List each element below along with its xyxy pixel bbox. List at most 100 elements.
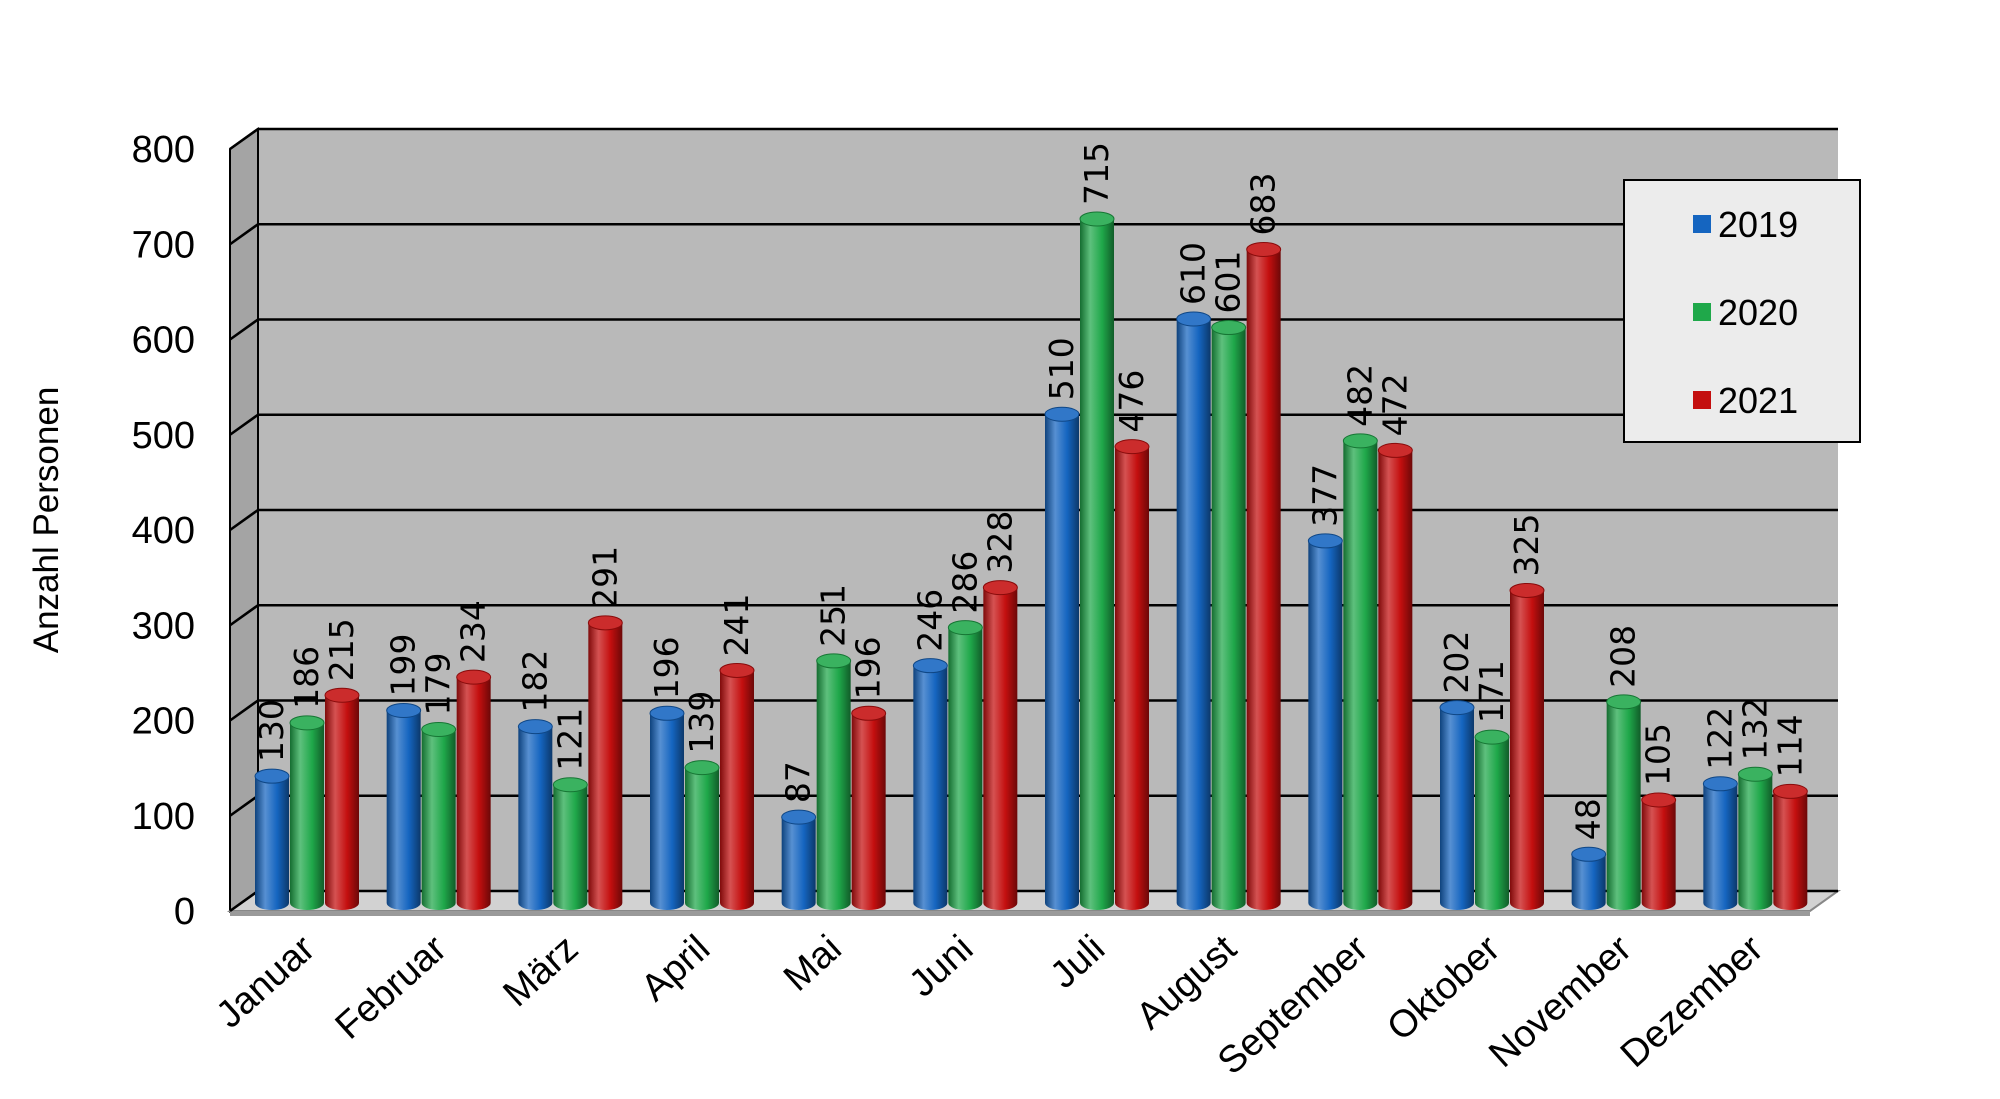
data-label: 482	[1340, 364, 1379, 427]
bar-2020-April	[684, 760, 720, 910]
bar-2019-November	[1571, 846, 1607, 910]
bar-top	[851, 705, 887, 721]
data-label: 196	[849, 636, 888, 699]
data-label: 476	[1112, 370, 1151, 433]
bar-2021-November	[1641, 792, 1677, 910]
bar-body	[325, 695, 359, 910]
bar-body	[1080, 218, 1114, 910]
x-tick-label: August	[1129, 927, 1245, 1038]
bar-top	[719, 662, 755, 678]
bars	[254, 211, 1808, 911]
data-label: 291	[585, 546, 624, 609]
y-axis-ticks: 0 100 200 300 400 500 600 700 800	[132, 129, 195, 933]
bar-2019-Februar	[386, 702, 422, 910]
bar-body	[1703, 783, 1738, 910]
bar-2020-Juni	[947, 620, 983, 910]
data-label: 87	[779, 761, 818, 803]
legend-swatch	[1693, 215, 1711, 233]
bar-body	[588, 622, 623, 910]
bar-top	[982, 580, 1018, 596]
bar-top	[1211, 320, 1247, 336]
bar-top	[1509, 582, 1545, 598]
bar-top	[649, 705, 685, 721]
bar-top	[947, 620, 983, 636]
bar-2019-August	[1176, 311, 1212, 911]
legend-swatch	[1693, 391, 1711, 409]
gridline	[229, 318, 1838, 341]
data-label: 286	[945, 551, 984, 614]
bar-body	[781, 817, 816, 910]
bar-2020-März	[552, 777, 588, 910]
bar-top	[1702, 776, 1738, 792]
bar-body	[1773, 791, 1808, 910]
bar-2020-September	[1342, 433, 1378, 910]
data-label: 328	[980, 511, 1019, 574]
bar-top	[1641, 792, 1677, 808]
bar-top	[1342, 433, 1378, 449]
data-label: 171	[1472, 660, 1511, 723]
bar-2021-März	[587, 615, 623, 910]
bar-body	[1378, 450, 1413, 910]
bar-top	[1114, 439, 1150, 455]
bar-top	[1772, 783, 1808, 799]
legend: 2019 2020 2021	[1623, 179, 1861, 443]
bar-body	[1440, 707, 1474, 910]
bar-2019-Mai	[781, 809, 817, 910]
bar-top	[386, 702, 422, 718]
bar-top	[289, 715, 325, 731]
bar-body	[1176, 318, 1211, 911]
bar-2021-Juli	[1114, 439, 1150, 910]
data-label: 182	[515, 650, 554, 713]
bar-top	[1079, 211, 1115, 227]
data-label: 132	[1735, 697, 1774, 760]
y-tick-label: 700	[132, 224, 195, 266]
bar-body	[518, 726, 553, 910]
bar-2020-Februar	[421, 722, 457, 910]
bar-2020-Juli	[1079, 211, 1115, 910]
bar-top	[816, 653, 852, 669]
legend-label: 2020	[1718, 292, 1798, 333]
gridline	[229, 508, 1838, 532]
y-tick-label: 100	[132, 796, 195, 838]
data-label: 601	[1209, 251, 1248, 314]
gridline	[229, 222, 1838, 246]
data-label: 246	[910, 589, 949, 652]
y-tick-label: 0	[174, 891, 195, 933]
bar-body	[1308, 540, 1343, 910]
x-tick-label: Februar	[328, 927, 455, 1047]
bar-body	[948, 627, 983, 910]
bar-2020-Oktober	[1474, 729, 1510, 910]
data-label: 234	[454, 600, 493, 663]
bar-2019-Dezember	[1702, 776, 1738, 910]
bar-body	[650, 713, 684, 910]
bar-body	[1246, 249, 1281, 910]
y-tick-label: 500	[132, 415, 195, 457]
y-axis-label: Anzahl Personen	[27, 387, 66, 654]
bar-top	[1044, 406, 1080, 422]
bar-top	[324, 687, 360, 703]
bar-top	[421, 722, 457, 738]
bar-body	[386, 710, 421, 910]
x-tick-label: Dezember	[1613, 927, 1772, 1076]
data-label: 130	[252, 699, 291, 762]
y-tick-label: 200	[132, 701, 195, 743]
bar-body	[1475, 737, 1509, 910]
bar-2020-Januar	[289, 715, 325, 910]
bar-top	[912, 658, 948, 674]
data-label: 241	[717, 593, 756, 656]
data-label: 610	[1174, 242, 1213, 305]
data-label: 325	[1507, 513, 1546, 576]
bar-body	[983, 587, 1018, 910]
bar-2020-November	[1606, 694, 1642, 910]
bar-top	[684, 760, 720, 776]
bar-top	[1307, 533, 1343, 549]
floor-edge	[230, 911, 1810, 916]
bar-body	[1571, 854, 1606, 910]
bar-body	[913, 665, 948, 910]
data-label: 122	[1700, 707, 1739, 770]
bar-top	[1571, 846, 1607, 862]
data-label: 715	[1077, 142, 1116, 205]
data-label: 139	[682, 691, 721, 754]
